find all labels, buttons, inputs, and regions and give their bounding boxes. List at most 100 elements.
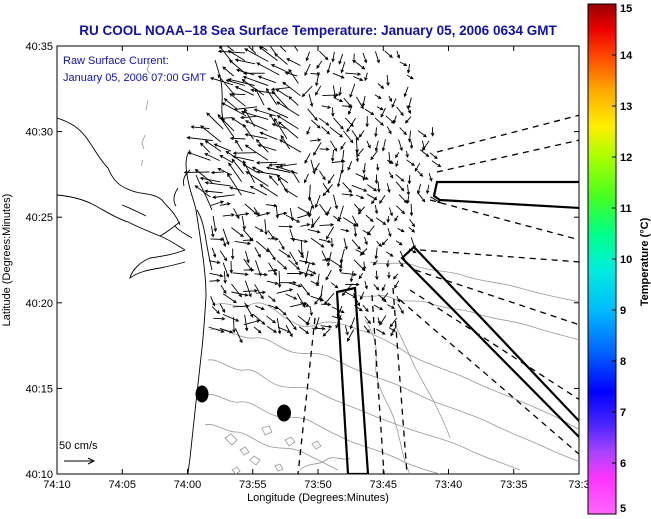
current-vector: [351, 215, 359, 228]
current-vector: [333, 97, 344, 103]
current-vector: [271, 90, 289, 110]
y-axis-ticks: 40:35 40:30 40:25 40:20 40:15 40:10: [25, 41, 579, 481]
current-vector: [279, 46, 287, 53]
current-vector: [267, 295, 276, 303]
current-vector: [267, 237, 279, 241]
current-vector: [310, 119, 321, 129]
current-vector: [266, 315, 276, 324]
current-vector: [335, 314, 342, 329]
current-vector: [227, 50, 246, 61]
current-vector: [370, 150, 378, 161]
current-vector: [379, 315, 387, 326]
current-vector: [209, 272, 224, 278]
current-vector: [342, 182, 353, 193]
colorbar-tick-label: 8: [620, 356, 626, 368]
current-vector: [298, 249, 304, 259]
current-vector: [199, 176, 221, 183]
current-vector: [374, 127, 378, 138]
current-vector: [359, 291, 365, 301]
current-vector: [305, 51, 311, 62]
current-vector: [318, 117, 330, 126]
current-vector: [293, 46, 299, 52]
current-vector: [354, 304, 363, 312]
current-vector: [257, 75, 277, 84]
current-vector: [414, 162, 421, 172]
y-tick-label: 40:20: [25, 298, 53, 310]
current-vector: [257, 144, 277, 151]
x-tick-label: 73:40: [435, 479, 463, 491]
current-vector: [204, 189, 223, 194]
current-vector: [398, 194, 408, 204]
current-vector: [217, 167, 233, 176]
current-vector: [244, 144, 269, 161]
current-vector: [228, 162, 242, 182]
current-vector: [287, 271, 304, 276]
current-vector: [365, 116, 369, 128]
current-vector: [209, 76, 234, 86]
current-vector: [244, 48, 269, 62]
current-vector: [256, 211, 271, 217]
current-vector: [231, 227, 244, 238]
current-vector: [329, 126, 344, 138]
current-vector: [235, 139, 243, 152]
current-vector: [307, 108, 318, 121]
colorbar-tick-label: 15: [620, 3, 632, 15]
current-vector: [380, 107, 386, 118]
current-vector: [231, 283, 243, 298]
current-vector: [234, 86, 254, 96]
current-vector: [374, 174, 379, 185]
current-vector: [398, 139, 403, 152]
current-vector: [298, 270, 315, 277]
current-vector: [314, 194, 321, 209]
current-vector: [407, 175, 412, 185]
current-vector: [232, 317, 236, 334]
current-vector: [359, 248, 368, 256]
x-axis-ticks: 74:10 74:05 74:00 73:55 73:50 73:45 73:40 73:35…: [43, 46, 590, 491]
current-vector: [341, 193, 354, 197]
current-vector: [231, 291, 249, 297]
current-vector: [309, 306, 313, 317]
current-vector: [229, 186, 256, 195]
current-vector: [333, 117, 344, 130]
current-vector: [276, 288, 294, 294]
current-vector: [217, 74, 235, 95]
current-vector: [268, 262, 277, 276]
current-vector: [375, 217, 387, 225]
current-vector: [341, 272, 358, 277]
current-vector: [206, 112, 224, 130]
colorbar-tick-label: 14: [620, 50, 633, 62]
station-marker: [277, 404, 291, 422]
current-vector: [384, 50, 393, 59]
current-vector: [326, 206, 332, 216]
current-vector: [217, 49, 245, 54]
current-vector: [392, 115, 397, 124]
current-vector: [310, 216, 321, 229]
current-vector: [386, 183, 391, 194]
current-vector: [330, 149, 335, 162]
current-vector: [311, 326, 326, 331]
current-vector: [340, 142, 346, 150]
y-tick-label: 40:35: [25, 41, 53, 53]
current-vector: [298, 326, 310, 334]
current-vector: [278, 249, 291, 258]
current-vector: [284, 71, 298, 77]
x-tick-label: 73:45: [369, 479, 397, 491]
current-vector: [347, 161, 353, 171]
current-vector: [408, 226, 416, 233]
current-vector: [259, 131, 278, 141]
current-vector: [211, 247, 217, 258]
current-vector: [362, 261, 367, 271]
surface-current-vectors: [183, 46, 442, 344]
current-vector: [280, 134, 291, 150]
current-vector: [330, 259, 343, 268]
current-vector: [361, 95, 366, 108]
current-vector: [219, 202, 231, 206]
sector-boxes: [335, 180, 579, 474]
current-vector: [300, 223, 311, 227]
current-vector: [274, 53, 288, 65]
current-vector: [255, 161, 278, 165]
current-vector: [364, 72, 368, 82]
current-vector: [319, 223, 335, 227]
current-vector: [270, 64, 290, 74]
